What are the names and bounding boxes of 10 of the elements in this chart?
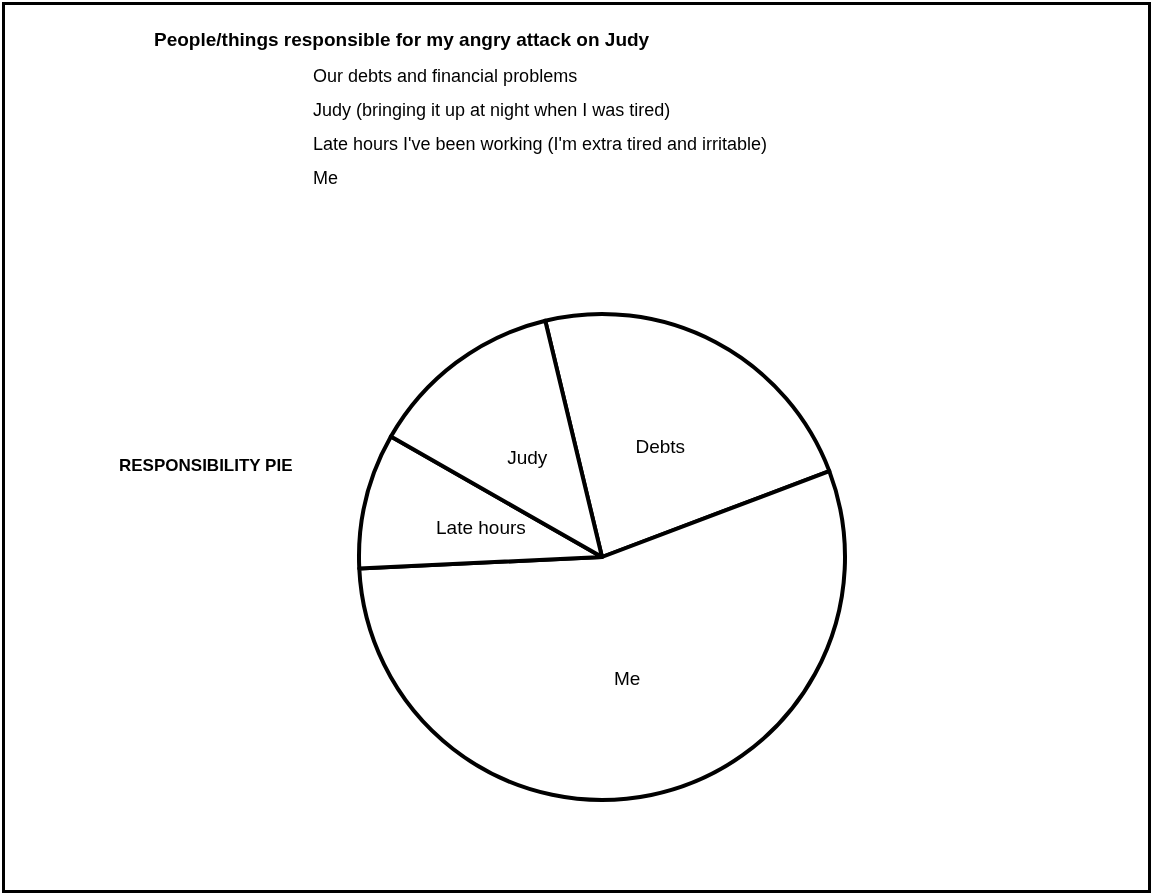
chart-title: People/things responsible for my angry attack on Judy	[154, 29, 650, 50]
slice-label: Debts	[635, 436, 686, 458]
text: Late hours I've been working (I'm extra tired and irritable)	[313, 134, 768, 154]
text: Our debts and financial problems	[313, 66, 578, 86]
text: RESPONSIBILITY PIE	[119, 456, 293, 475]
text: Me	[313, 168, 339, 188]
slice-label: Late hours	[436, 517, 526, 539]
slice-label: Judy	[507, 446, 548, 468]
slice-label: Me	[614, 668, 641, 690]
text: Judy (bringing it up at night when I was tired)	[313, 100, 671, 120]
